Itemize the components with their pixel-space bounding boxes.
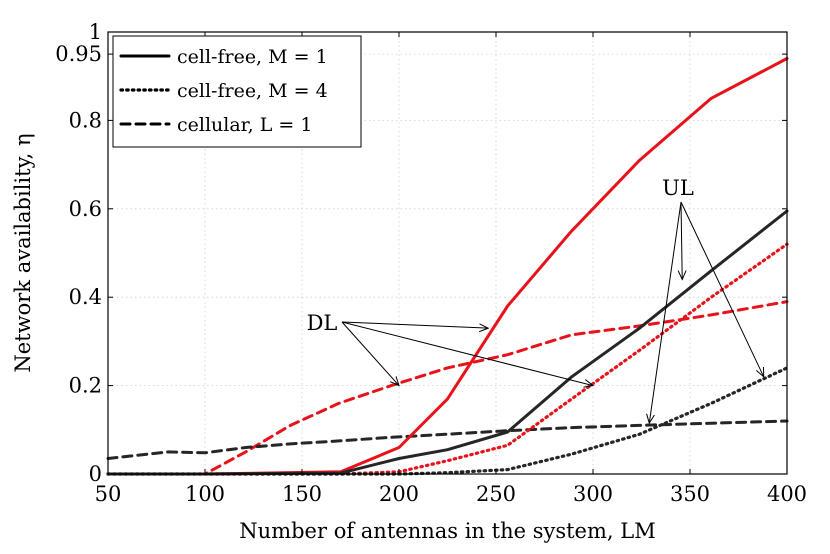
ul-arrow [681,201,682,280]
y-tick-label: 0.4 [69,285,102,309]
dl-arrow [341,321,488,328]
y-tick-label: 0.2 [69,374,102,398]
x-tick-label: 50 [95,482,122,506]
cell-free-m-1-ul-line [106,209,789,476]
y-tick-label: 0.8 [69,108,102,132]
axis-ticks: 50 100 150 200 250 300 350 400 0 0.2 0.4 0.6 0.8 0.95… [55,20,807,506]
x-tick-label: 200 [379,482,419,506]
legend-label: cell-free, M = 1 [177,46,328,68]
x-tick-label: 350 [670,482,710,506]
cell-free-m-4-dl-line [106,242,789,476]
x-tick-label: 250 [476,482,516,506]
x-tick-label: 100 [185,482,225,506]
dl-annotation-label: DL [307,311,338,335]
ul-arrow [649,201,682,423]
ul-arrow [680,201,764,377]
ul-annotation-label: UL [662,176,694,200]
legend-label: cell-free, M = 4 [177,80,328,102]
legend-label: cellular, L = 1 [177,114,312,136]
annotations: DL UL [307,176,764,423]
cell-free-m-4-ul-line [106,366,789,476]
dl-arrow [341,321,593,386]
x-axis-label: Number of antennas in the system, LM [239,519,655,543]
dl-arrow [341,321,399,386]
x-tick-label: 150 [282,482,322,506]
x-tick-label: 300 [573,482,613,506]
y-tick-label: 0 [89,462,102,486]
x-tick-label: 400 [767,482,807,506]
y-tick-label: 0.6 [69,197,102,221]
cellular-l-1-ul-line [106,419,789,460]
y-tick-label: 1 [89,20,102,44]
y-tick-label: 0.95 [55,42,102,66]
legend: cell-free, M = 1 cell-free, M = 4 cellular… [112,35,362,148]
plot-frame [107,31,788,475]
y-axis-label: Network availability, η [11,133,35,372]
